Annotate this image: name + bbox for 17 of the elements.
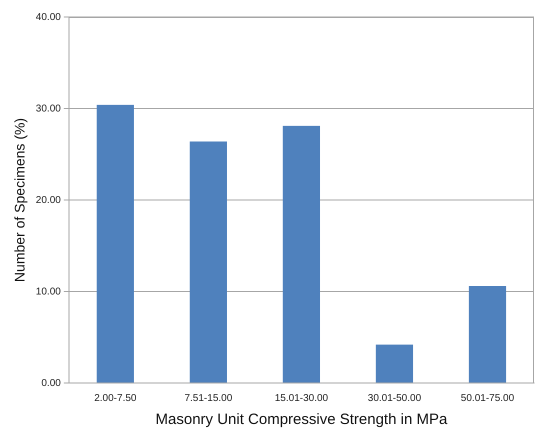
y-tick-label: 10.00 [36, 286, 62, 298]
x-axis-title: Masonry Unit Compressive Strength in MPa [156, 411, 448, 428]
bar [96, 104, 134, 382]
y-tick-label: 40.00 [36, 12, 62, 23]
x-tick-label: 15.01-30.00 [274, 392, 329, 404]
bar [190, 141, 227, 382]
y-tick-label: 20.00 [36, 194, 62, 206]
bar [376, 344, 414, 382]
y-axis-title: Number of Specimens (%) [11, 118, 28, 282]
y-tick-label: 0.00 [41, 378, 62, 389]
x-tick-label: 50.01-75.00 [460, 392, 515, 404]
x-tick-label: 30.01-50.00 [368, 392, 422, 404]
bar [468, 286, 506, 382]
x-tick-label: 2.00-7.50 [94, 392, 137, 404]
y-tick-label: 30.00 [36, 103, 62, 114]
bar [282, 126, 320, 382]
x-tick-label: 7.51-15.00 [184, 392, 233, 404]
